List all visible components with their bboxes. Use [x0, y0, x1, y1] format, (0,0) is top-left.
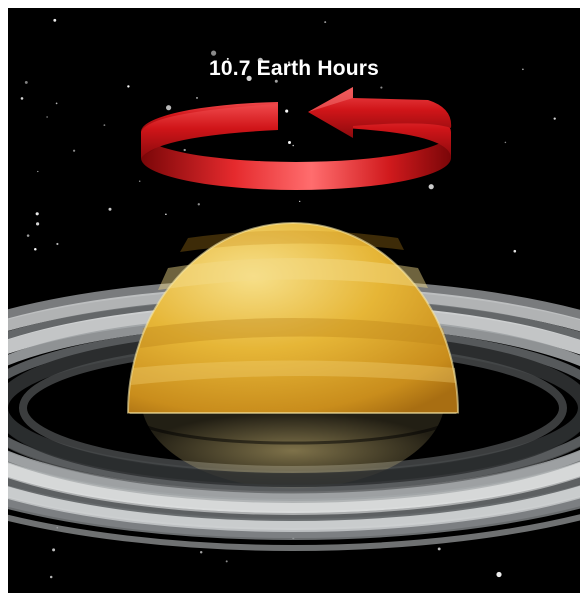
star: [292, 144, 294, 147]
star: [257, 57, 263, 63]
star: [165, 213, 167, 216]
star: [196, 96, 198, 99]
saturn-icon: [126, 222, 460, 489]
star: [553, 117, 556, 120]
rotation-arrow-icon: [140, 87, 452, 190]
star: [127, 85, 130, 88]
star: [183, 148, 186, 152]
star: [55, 102, 58, 105]
star: [299, 200, 301, 203]
star: [35, 212, 39, 216]
star: [287, 61, 291, 64]
star: [37, 170, 39, 173]
star: [199, 550, 203, 554]
star: [103, 124, 106, 127]
star: [496, 571, 502, 578]
star: [513, 249, 517, 253]
star: [72, 149, 76, 152]
star: [108, 207, 112, 211]
star: [226, 57, 229, 60]
star: [52, 548, 56, 552]
star: [56, 242, 59, 246]
star: [20, 97, 24, 100]
star: [246, 75, 252, 81]
star: [138, 180, 141, 182]
star: [197, 203, 200, 206]
star: [34, 247, 37, 251]
star: [437, 547, 441, 551]
star: [166, 105, 172, 111]
star: [285, 109, 289, 113]
star: [380, 86, 383, 89]
scene-graphic: [8, 18, 580, 579]
star: [504, 141, 507, 144]
star: [26, 234, 30, 237]
star: [53, 18, 57, 22]
star: [24, 80, 28, 84]
star: [211, 50, 217, 56]
saturn-rotation-illustration: 10.7 Earth Hours: [8, 8, 580, 593]
rings-front: [8, 407, 580, 551]
star: [274, 79, 278, 83]
star: [324, 21, 327, 24]
star: [49, 575, 53, 579]
star: [428, 184, 434, 190]
star: [46, 116, 48, 118]
star: [36, 222, 40, 226]
star: [522, 68, 524, 71]
star: [288, 141, 291, 144]
rotation-period-label: 10.7 Earth Hours: [208, 57, 380, 80]
star: [225, 560, 228, 563]
